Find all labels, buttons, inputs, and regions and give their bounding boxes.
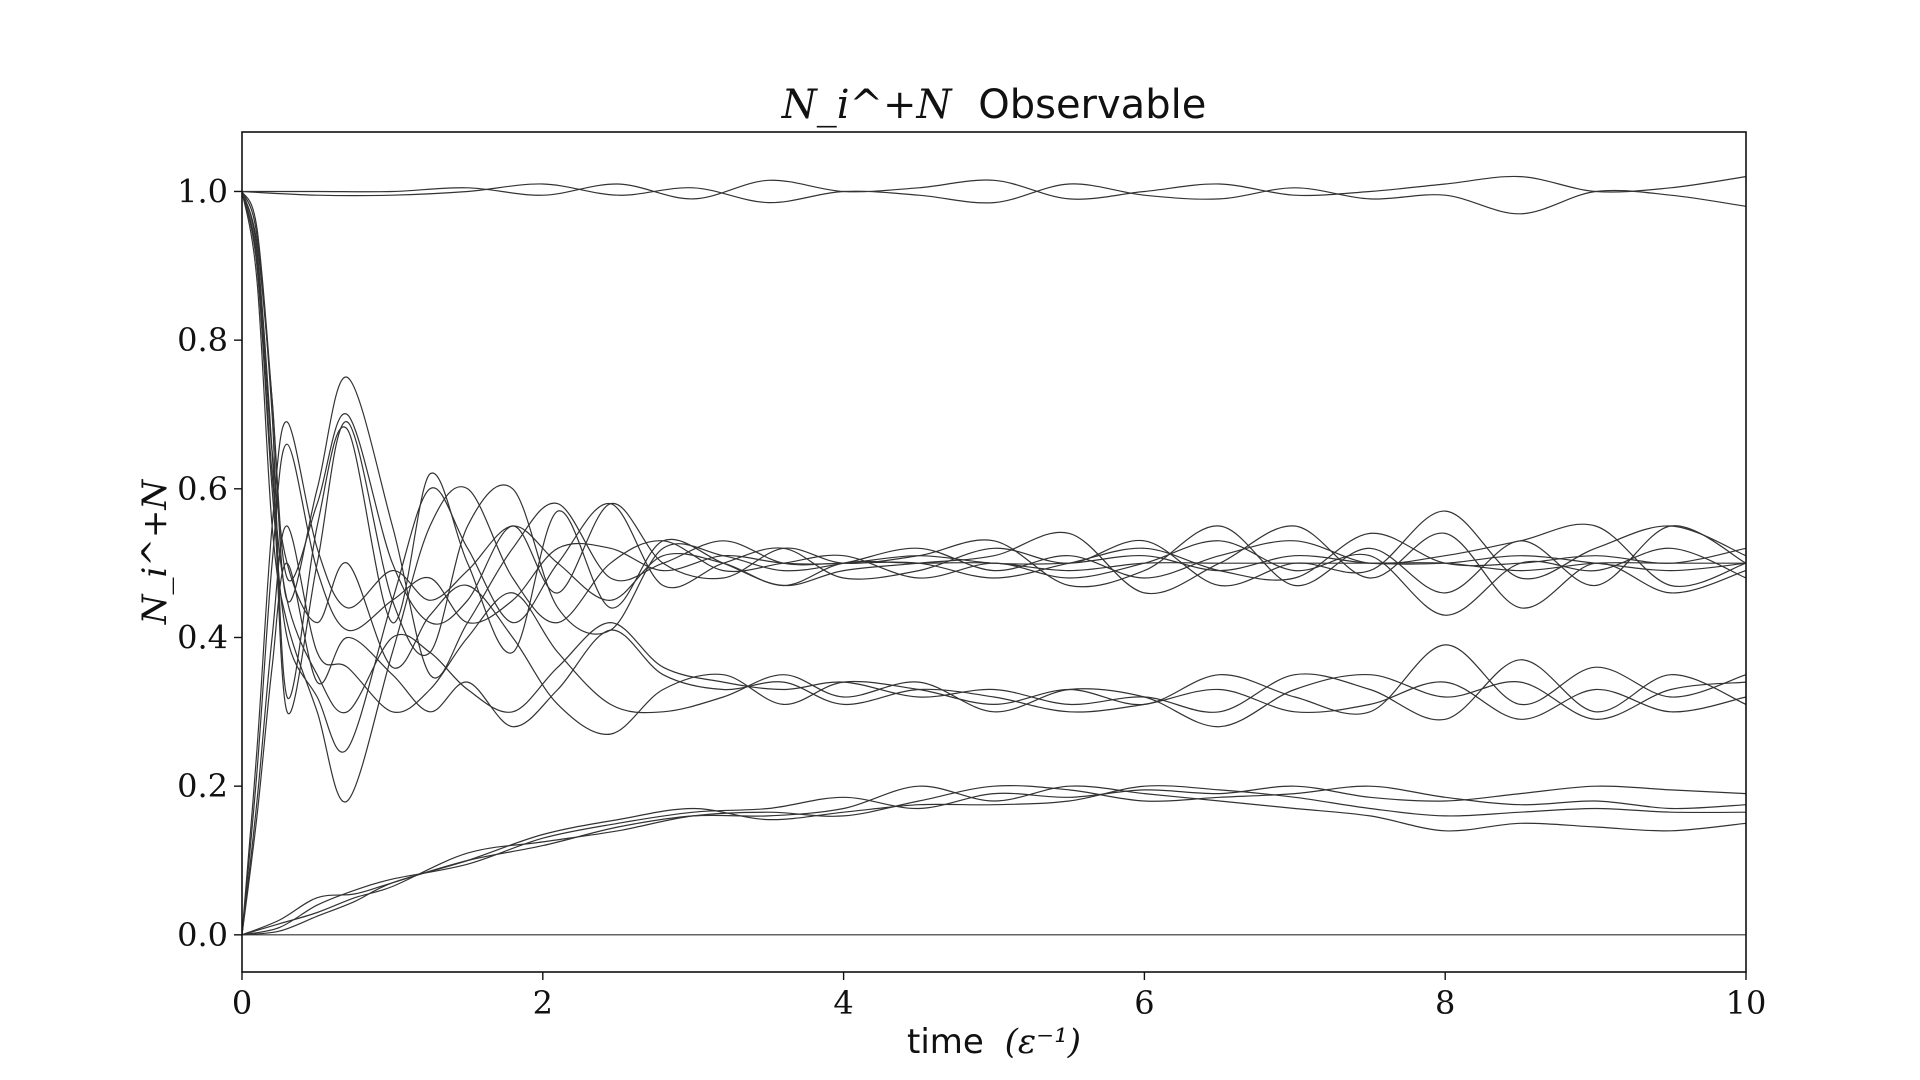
y-axis-label: N_i^+N xyxy=(135,479,175,626)
x-tick-label-6: 10 xyxy=(1726,984,1767,1022)
x-axis: 0 2 4 6 8 10 xyxy=(232,972,1767,1022)
series-line-14 xyxy=(241,562,1747,935)
x-axis-label-word: time xyxy=(907,1022,984,1062)
title-math: N_i^+N xyxy=(781,82,954,128)
series-line-6 xyxy=(241,191,1747,803)
y-tick-label-4: 0.6 xyxy=(177,470,228,508)
series-line-7 xyxy=(241,191,1747,715)
x-tick-label-4: 6 xyxy=(1134,984,1154,1022)
y-tick-label-6: 1.0 xyxy=(177,172,228,210)
series-line-16 xyxy=(241,785,1747,936)
series-line-10 xyxy=(241,443,1747,935)
chart-title: N_i^+N Observable xyxy=(781,82,1207,128)
series-layer xyxy=(241,175,1747,936)
series-line-11 xyxy=(241,191,1747,721)
y-tick-label-1: 0.0 xyxy=(177,916,228,954)
series-line-12 xyxy=(241,191,1747,735)
x-tick-label-2: 2 xyxy=(533,984,553,1022)
y-axis: 0.0 0.2 0.4 0.6 0.8 1.0 xyxy=(177,172,242,954)
title-word: Observable xyxy=(978,82,1206,128)
series-line-1 xyxy=(242,175,1747,200)
x-axis-label-unit: (ε⁻¹) xyxy=(1005,1022,1081,1062)
y-tick-label-3: 0.4 xyxy=(177,618,228,656)
x-axis-label: time (ε⁻¹) xyxy=(907,1022,1081,1062)
series-line-5 xyxy=(241,191,1747,753)
series-line-3 xyxy=(241,191,1747,625)
series-line-8 xyxy=(241,191,1747,679)
series-line-9 xyxy=(241,421,1746,935)
y-tick-label-5: 0.8 xyxy=(177,321,228,359)
series-line-13 xyxy=(241,525,1747,935)
series-line-2 xyxy=(241,183,1747,215)
series-line-17 xyxy=(241,785,1747,936)
y-tick-label-2: 0.2 xyxy=(177,767,228,805)
x-tick-label-3: 4 xyxy=(833,984,853,1022)
x-tick-label-5: 8 xyxy=(1435,984,1455,1022)
x-tick-label-1: 0 xyxy=(232,984,252,1022)
plot-frame xyxy=(241,131,1747,973)
series-line-18 xyxy=(241,785,1747,936)
